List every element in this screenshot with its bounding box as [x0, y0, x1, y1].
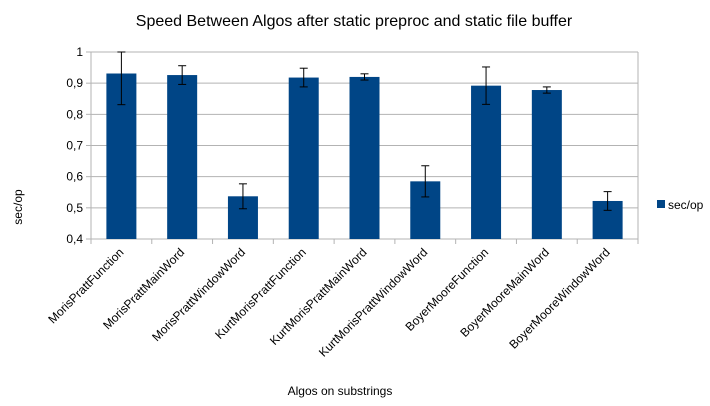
bars: [106, 73, 623, 240]
y-tick-label: 1: [76, 45, 83, 59]
y-tick-label: 0,9: [66, 76, 83, 90]
legend-label: sec/op: [668, 198, 704, 212]
y-tick-label: 0,8: [66, 107, 83, 121]
y-tick-label: 0,7: [66, 139, 83, 153]
x-tick-label: BoyerMooreWindowWord: [506, 245, 612, 351]
bar: [531, 90, 562, 239]
y-tick-label: 0,5: [66, 201, 83, 215]
bar: [471, 85, 502, 239]
x-tick-label: KurtMorisPrattWindowWord: [316, 245, 430, 359]
y-tick-label: 0,4: [66, 232, 83, 246]
y-axis-label: sec/op: [11, 189, 25, 225]
bar: [167, 75, 198, 240]
legend: sec/op: [657, 198, 704, 212]
x-tick-labels: MorisPrattFunctionMorisPrattMainWordMori…: [45, 245, 612, 359]
chart-title: Speed Between Algos after static preproc…: [136, 13, 573, 30]
legend-swatch: [657, 200, 665, 208]
bar: [288, 77, 319, 239]
error-bars: [117, 51, 612, 211]
x-axis-label: Algos on substrings: [288, 384, 393, 398]
bar: [349, 76, 380, 239]
y-tick-label: 0,6: [66, 170, 83, 184]
y-tick-labels: 0,4 0,5 0,6 0,7 0,8 0,9 1: [66, 45, 83, 246]
